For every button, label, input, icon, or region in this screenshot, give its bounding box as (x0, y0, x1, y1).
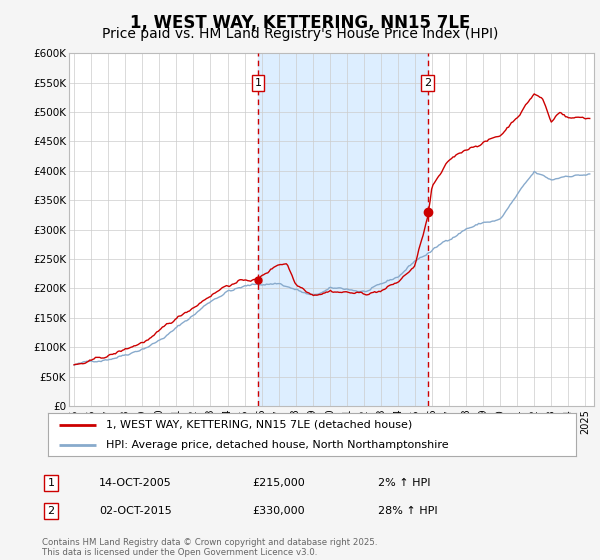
Text: £215,000: £215,000 (252, 478, 305, 488)
Text: 2% ↑ HPI: 2% ↑ HPI (378, 478, 431, 488)
Text: 1: 1 (254, 78, 262, 88)
Text: 14-OCT-2005: 14-OCT-2005 (99, 478, 172, 488)
Text: 28% ↑ HPI: 28% ↑ HPI (378, 506, 437, 516)
Text: Price paid vs. HM Land Registry's House Price Index (HPI): Price paid vs. HM Land Registry's House … (102, 27, 498, 41)
Text: HPI: Average price, detached house, North Northamptonshire: HPI: Average price, detached house, Nort… (106, 441, 449, 450)
Text: Contains HM Land Registry data © Crown copyright and database right 2025.
This d: Contains HM Land Registry data © Crown c… (42, 538, 377, 557)
Text: 2: 2 (47, 506, 55, 516)
Bar (258, 53, 428, 406)
Text: 1, WEST WAY, KETTERING, NN15 7LE: 1, WEST WAY, KETTERING, NN15 7LE (130, 14, 470, 32)
Text: £330,000: £330,000 (252, 506, 305, 516)
Text: 1, WEST WAY, KETTERING, NN15 7LE (detached house): 1, WEST WAY, KETTERING, NN15 7LE (detach… (106, 420, 412, 430)
Text: 02-OCT-2015: 02-OCT-2015 (99, 506, 172, 516)
Text: 1: 1 (47, 478, 55, 488)
Text: 2: 2 (424, 78, 431, 88)
